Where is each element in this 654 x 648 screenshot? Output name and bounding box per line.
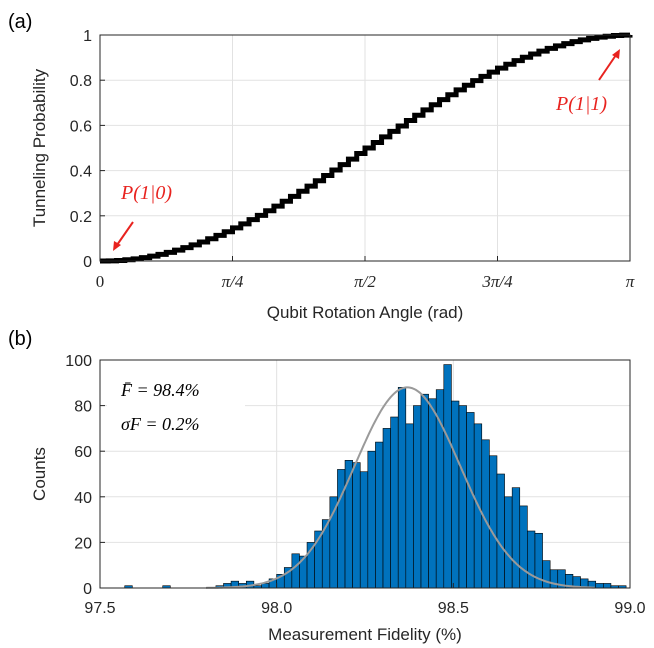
- histogram-bar: [542, 560, 551, 589]
- x-tick-label: 99.0: [614, 600, 645, 617]
- y-tick-label: 60: [74, 444, 92, 461]
- x-tick-label: 3π/4: [481, 272, 513, 291]
- histogram-bar: [458, 405, 467, 589]
- panel-a-ylabel: Tunneling Probability: [30, 68, 49, 227]
- x-tick-label: 98.5: [438, 600, 469, 617]
- y-tick-label: 0: [83, 581, 92, 598]
- annotation-p11-arrowhead: [612, 49, 620, 59]
- y-tick-label: 0.4: [70, 164, 92, 181]
- y-tick-label: 80: [74, 399, 92, 416]
- histogram-bar: [496, 473, 505, 589]
- panel-b-mean-label: F̄ = 98.4%: [120, 380, 200, 400]
- histogram-bar: [451, 400, 460, 589]
- x-tick-label: π/2: [354, 272, 376, 291]
- panel-a-label: (a): [8, 11, 32, 33]
- histogram-bar: [595, 583, 604, 589]
- histogram-bar: [603, 583, 612, 589]
- panel-b-axes-box: [99, 359, 631, 589]
- panel-b-label: (b): [8, 328, 32, 350]
- panel-b-ylabel: Counts: [30, 447, 49, 501]
- histogram-bar: [291, 553, 300, 589]
- annotation-p11-text: P(1|1): [555, 93, 607, 115]
- annotation-p10-arrowhead: [113, 241, 121, 251]
- panel-b-xlabel: Measurement Fidelity (%): [268, 625, 462, 644]
- histogram-bar: [549, 569, 559, 589]
- histogram-bar: [405, 423, 414, 589]
- annotation-p11: P(1|1): [555, 49, 620, 115]
- histogram-bar: [428, 398, 437, 589]
- panel-a-axes-box: [99, 34, 631, 262]
- tunneling-probability-line: [100, 32, 633, 264]
- histogram-bar: [397, 387, 407, 589]
- panel-a-ticks: 0 π/4 π/2 3π/4 π 0 0.2 0.4 0.6 0.8 1: [70, 28, 635, 291]
- panel-b-gaussian-fit: [205, 386, 595, 589]
- panel-a-series: [100, 32, 633, 264]
- histogram-bar: [367, 450, 376, 589]
- annotation-p10-text: P(1|0): [120, 182, 172, 204]
- annotation-p10-arrow-shaft: [116, 221, 134, 246]
- y-tick-label: 1: [83, 28, 92, 45]
- x-tick-label: π/4: [222, 272, 244, 291]
- y-tick-label: 20: [74, 535, 92, 552]
- histogram-bar: [527, 530, 536, 589]
- histogram-bar: [420, 393, 429, 589]
- x-tick-label: 98.0: [261, 600, 292, 617]
- histogram-bar: [435, 389, 445, 589]
- histogram-bar: [352, 462, 361, 589]
- histogram-bar: [337, 469, 346, 589]
- histogram-bar: [375, 441, 384, 589]
- annotation-p10: P(1|0): [113, 182, 172, 251]
- histogram-bar: [504, 496, 513, 589]
- x-tick-label: 97.5: [84, 600, 115, 617]
- y-tick-label: 0.8: [70, 73, 92, 90]
- histogram-bar: [443, 364, 452, 589]
- histogram-bar: [382, 428, 391, 589]
- panel-b-ticks: 97.5 98.0 98.5 99.0 0 20 40 60 80 100: [65, 353, 645, 617]
- y-tick-label: 40: [74, 490, 92, 507]
- y-tick-label: 0: [83, 254, 92, 271]
- histogram-bar: [489, 455, 498, 589]
- histogram-bar: [413, 405, 422, 589]
- y-tick-label: 0.6: [70, 118, 92, 135]
- panel-b: (b) 97.5 98.0 98.5 99.0 0 20 40 60 80 100 Measure…: [8, 328, 646, 644]
- panel-a: (a) 0 π/4 π/2 3π/4 π 0 0.2 0.4 0.6 0.8 1 Qubit Rot…: [8, 11, 635, 322]
- annotation-p11-arrow-shaft: [598, 54, 617, 81]
- histogram-bar: [519, 505, 528, 589]
- panel-b-sigma-label: σF = 0.2%: [121, 414, 200, 434]
- x-tick-label: π: [626, 272, 635, 291]
- histogram-bar: [466, 412, 475, 589]
- x-tick-label: 0: [96, 272, 105, 291]
- histogram-bar: [511, 487, 521, 589]
- y-tick-label: 0.2: [70, 209, 92, 226]
- histogram-bar: [390, 416, 399, 589]
- panel-b-stats-box: [107, 367, 245, 443]
- panel-a-xlabel: Qubit Rotation Angle (rad): [267, 303, 464, 322]
- histogram-bar: [359, 471, 369, 589]
- y-tick-label: 100: [65, 353, 92, 370]
